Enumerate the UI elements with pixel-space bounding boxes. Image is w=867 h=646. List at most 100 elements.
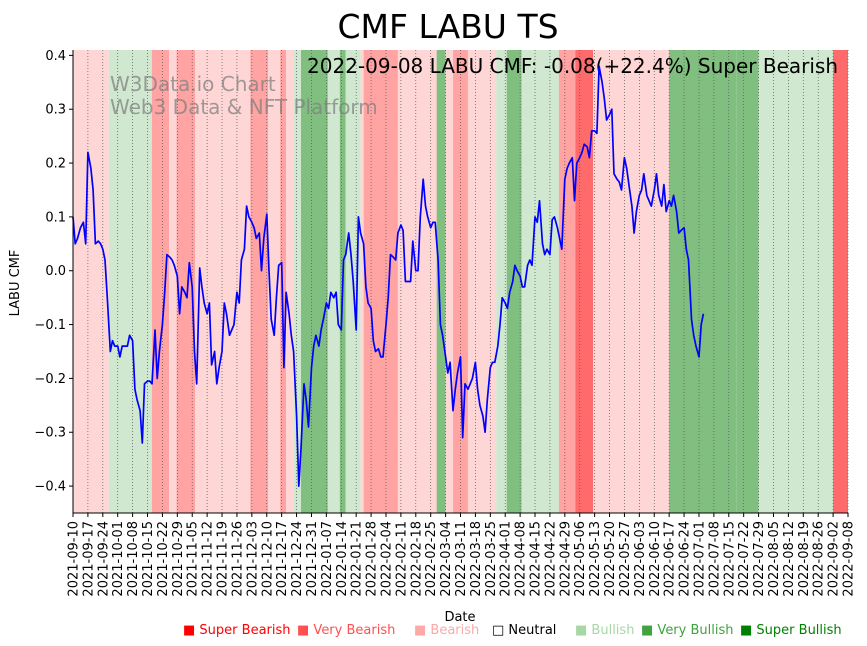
- x-tick-label: 2022-07-29: [752, 521, 767, 597]
- x-tick-label: 2022-03-11: [454, 521, 469, 597]
- x-tick-label: 2022-01-07: [320, 521, 335, 597]
- x-tick-label: 2022-02-18: [409, 521, 424, 597]
- x-tick-label: 2022-02-25: [424, 521, 439, 597]
- chart-subtitle: 2022-09-08 LABU CMF: -0.08(+22.4%) Super…: [307, 54, 838, 78]
- y-tick-label: −0.2: [34, 372, 66, 387]
- x-tick-label: 2022-02-04: [379, 521, 394, 597]
- band-bearish: [268, 50, 281, 513]
- x-tick-label: 2021-12-24: [290, 521, 305, 597]
- band-bearish: [169, 50, 177, 513]
- x-tick-label: 2022-01-21: [350, 521, 365, 597]
- x-tick-label: 2022-08-12: [782, 521, 797, 597]
- x-tick-label: 2021-11-26: [230, 521, 245, 597]
- band-bearish: [360, 50, 364, 513]
- band-bullish: [293, 50, 302, 513]
- band-bullish: [327, 50, 340, 513]
- x-tick-label: 2022-06-03: [633, 521, 648, 597]
- legend-item-bearish: ■ Bearish: [414, 623, 479, 638]
- watermark-line-2: Web3 Data & NFT Platform: [110, 95, 378, 119]
- band-bearish: [445, 50, 454, 513]
- x-tick-label: 2022-04-08: [514, 521, 529, 597]
- x-tick-label: 2022-08-05: [767, 521, 782, 597]
- x-tick-label: 2022-03-18: [469, 521, 484, 597]
- x-tick-label: 2022-06-10: [648, 521, 663, 597]
- x-tick-label: 2022-02-11: [394, 521, 409, 597]
- legend-marker: ■: [183, 623, 195, 638]
- x-ticks: 2021-09-10 2021-09-17 2021-09-24 2021-10-01…: [67, 513, 857, 597]
- x-tick-label: 2021-10-22: [156, 521, 171, 597]
- x-tick-label: 2022-09-08: [842, 521, 857, 597]
- band-very-bullish: [693, 50, 737, 513]
- x-tick-label: 2021-11-12: [201, 521, 216, 597]
- y-tick-label: 0.3: [45, 103, 66, 118]
- x-tick-label: 2022-01-28: [365, 521, 380, 597]
- band-super-bearish: [575, 50, 594, 513]
- y-tick-label: −0.1: [34, 318, 66, 333]
- legend-label: Very Bearish: [309, 623, 395, 638]
- band-super-bearish: [833, 50, 848, 513]
- x-tick-label: 2021-12-10: [260, 521, 275, 597]
- chart-title: CMF LABU TS: [337, 7, 558, 46]
- legend-item-very-bearish: ■ Very Bearish: [297, 623, 395, 638]
- x-tick-label: 2022-05-20: [603, 521, 618, 597]
- x-tick-label: 2022-07-08: [707, 521, 722, 597]
- legend-item-bullish: ■ Bullish: [575, 623, 634, 638]
- watermark-line-1: W3Data.io Chart: [110, 72, 276, 96]
- legend-item-very-bullish: ■ Very Bullish: [641, 623, 734, 638]
- legend-label: Super Bearish: [195, 623, 290, 638]
- x-tick-label: 2022-03-04: [439, 521, 454, 597]
- x-tick-label: 2022-04-01: [499, 521, 514, 597]
- band-bullish: [535, 50, 559, 513]
- x-tick-label: 2021-10-08: [126, 521, 141, 597]
- band-bearish: [593, 50, 670, 513]
- y-tick-label: −0.4: [34, 480, 66, 495]
- x-tick-label: 2022-06-17: [663, 521, 678, 597]
- band-bullish: [758, 50, 834, 513]
- legend: ■ Super Bearish ■ Very Bearish ■ Bearish □ …: [183, 623, 842, 638]
- band-very-bullish: [736, 50, 759, 513]
- legend-marker: □: [492, 623, 504, 638]
- x-tick-label: 2021-10-15: [141, 521, 156, 597]
- legend-label: Neutral: [504, 623, 556, 638]
- band-bullish: [521, 50, 536, 513]
- x-tick-label: 2022-01-14: [335, 521, 350, 597]
- y-ticks: −0.4 −0.3 −0.2 −0.1 0.0 0.1 0.2 0.3 0.4: [34, 49, 73, 495]
- x-tick-label: 2022-04-29: [558, 521, 573, 597]
- x-tick-label: 2022-09-02: [827, 521, 842, 597]
- y-tick-label: 0.1: [45, 210, 66, 225]
- x-tick-label: 2022-06-24: [678, 521, 693, 597]
- x-tick-label: 2022-08-26: [812, 521, 827, 597]
- legend-marker: ■: [414, 623, 426, 638]
- legend-marker: ■: [641, 623, 653, 638]
- legend-label: Very Bullish: [653, 623, 733, 638]
- band-very-bullish: [506, 50, 522, 513]
- x-tick-label: 2022-05-06: [573, 521, 588, 597]
- x-tick-label: 2022-05-13: [588, 521, 603, 597]
- x-tick-label: 2022-07-22: [737, 521, 752, 597]
- x-tick-label: 2022-04-22: [543, 521, 558, 597]
- band-very-bullish: [436, 50, 446, 513]
- x-tick-label: 2021-09-10: [67, 521, 82, 597]
- band-very-bearish: [151, 50, 170, 513]
- band-very-bearish: [558, 50, 576, 513]
- legend-marker: ■: [575, 623, 587, 638]
- band-bearish: [467, 50, 497, 513]
- band-very-bearish: [280, 50, 287, 513]
- legend-item-super-bearish: ■ Super Bearish: [183, 623, 291, 638]
- x-tick-label: 2022-07-01: [692, 521, 707, 597]
- y-tick-label: 0.2: [45, 157, 66, 172]
- band-bearish: [195, 50, 251, 513]
- x-tick-label: 2022-08-19: [797, 521, 812, 597]
- band-bearish: [73, 50, 109, 513]
- x-tick-label: 2021-10-29: [171, 521, 186, 597]
- band-bearish: [397, 50, 437, 513]
- band-bearish: [286, 50, 294, 513]
- x-tick-label: 2022-07-15: [722, 521, 737, 597]
- x-tick-label: 2021-10-01: [111, 521, 126, 597]
- legend-marker: ■: [297, 623, 309, 638]
- x-tick-label: 2021-09-24: [96, 521, 111, 597]
- band-very-bearish: [250, 50, 269, 513]
- series-layer: [72, 65, 705, 487]
- legend-marker: ■: [740, 623, 752, 638]
